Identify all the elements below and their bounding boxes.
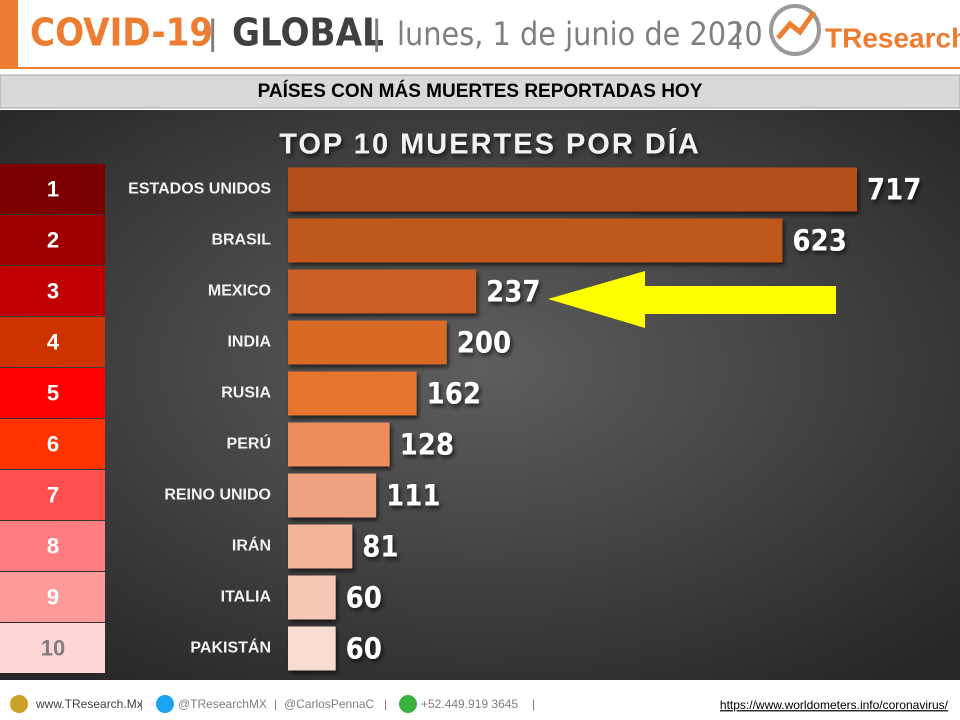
bar [288,371,417,416]
rank-cell [0,368,105,418]
separator: | [208,12,217,53]
bar [288,575,336,620]
bar [288,524,353,569]
phone-icon [399,695,417,713]
rank-cell [0,572,105,622]
footer-twitter: @CarlosPennaC [284,697,375,711]
rank-label: 7 [47,482,59,507]
rank-label: 4 [47,329,60,354]
value-label: 60 [346,581,382,615]
category-label: REINO UNIDO [164,487,271,504]
separator: | [140,697,143,711]
rank-cell [0,521,105,571]
category-label: MEXICO [208,283,271,300]
bar [288,218,783,263]
header-date: lunes, 1 de junio de 2020 [397,15,763,53]
rank-label: 2 [47,227,59,252]
category-label: RUSIA [221,385,271,402]
bar [288,626,336,671]
rank-label: 10 [41,635,65,660]
separator: | [384,697,387,711]
separator: | [274,697,277,711]
separator: | [372,12,381,53]
logo-icon [769,4,821,56]
bar [288,422,390,467]
value-label: 237 [486,275,540,309]
rank-cell [0,266,105,316]
footer-phone: +52.449.919 3645 [421,697,518,711]
subtitle-bar [0,74,960,109]
value-label: 200 [457,326,511,360]
logo-text: TResearch [825,22,960,53]
category-label: IRÁN [232,536,271,555]
header-title: GLOBAL [232,11,384,55]
chart-title: TOP 10 MUERTES POR DÍA [279,127,701,161]
value-label: 717 [867,173,921,207]
rank-label: 1 [47,176,59,201]
rank-label: 8 [47,533,59,558]
rank-cell [0,164,105,214]
value-label: 623 [792,224,846,258]
web-icon [10,695,28,713]
bar [288,320,447,365]
rank-cell [0,623,105,673]
category-label: INDIA [227,334,271,351]
rank-cell [0,317,105,367]
value-label: 128 [400,428,454,462]
value-label: 162 [427,377,481,411]
arrow [548,271,836,328]
bars: 1 ESTADOS UNIDOS 717 2 BRASIL 623 3 MEXICO 237 4 I… [0,164,921,673]
category-label: PAKISTÁN [190,638,271,657]
category-label: ESTADOS UNIDOS [128,181,271,198]
category-label: BRASIL [211,232,271,249]
value-label: 60 [346,632,382,666]
footer-website: www.TResearch.Mx [35,697,143,711]
value-label: 81 [362,530,398,564]
rank-label: 5 [47,380,59,405]
bar [288,473,377,518]
category-label: PERÚ [227,434,271,453]
footer-source[interactable]: https://www.worldometers.info/coronaviru… [720,698,949,712]
bar [288,167,857,212]
category-label: ITALIA [221,589,272,606]
value-label: 111 [386,479,440,513]
rank-cell [0,470,105,520]
rank-label: 9 [47,584,59,609]
logo-icon [776,10,817,40]
rank-cell [0,419,105,469]
accent-band [0,0,18,68]
footer-twitter: @TResearchMX [178,697,267,711]
separator: | [734,17,742,50]
header-title: COVID-19 [30,11,213,55]
rank-label: 6 [47,431,59,456]
rank-label: 3 [47,278,59,303]
subtitle: PAÍSES CON MÁS MUERTES REPORTADAS HOY [258,80,703,102]
separator: | [532,697,535,711]
bar [288,269,477,314]
twitter-icon [156,695,174,713]
rank-cell [0,215,105,265]
